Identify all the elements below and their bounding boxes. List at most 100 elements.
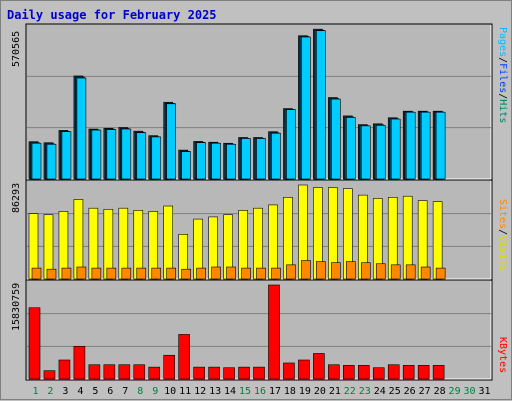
kbytes-bar	[238, 366, 250, 380]
kbytes-bar	[253, 366, 265, 380]
pages-bar	[166, 103, 177, 180]
visits-max-label: 86293	[11, 182, 22, 213]
x-tick-label: 8	[137, 386, 143, 397]
sites-bar	[181, 268, 191, 280]
kbytes-bar	[208, 366, 220, 380]
visits-bar	[432, 201, 443, 280]
x-tick-label: 10	[164, 386, 176, 397]
kbytes-bar	[328, 364, 340, 380]
pages-bar	[226, 143, 236, 180]
sites-bar	[256, 267, 266, 280]
sites-bar	[46, 268, 57, 280]
pages-bar	[375, 125, 386, 180]
pages-bar	[420, 111, 431, 180]
kbytes-bar	[118, 364, 131, 380]
legend-pages: Pages	[497, 27, 508, 58]
x-tick-label: 7	[122, 386, 128, 397]
x-tick-label: 16	[254, 386, 266, 397]
kbytes-bar	[58, 359, 71, 380]
pages-bar	[301, 36, 311, 180]
legend-hits: Hits	[497, 99, 508, 124]
pages-bar	[91, 129, 102, 180]
kbytes-bar	[73, 346, 86, 380]
x-tick-label: 29	[449, 386, 461, 397]
chart-title: Daily usage for February 2025	[7, 8, 217, 22]
sites-bar	[346, 261, 356, 280]
x-tick-label: 2	[47, 386, 53, 397]
kbytes-bar	[298, 359, 310, 380]
pages-bar	[346, 117, 356, 180]
kbytes-bar	[357, 365, 370, 380]
pages-bar	[61, 131, 72, 180]
legend-sites: Sites	[497, 199, 508, 230]
x-tick-label: 9	[152, 386, 158, 397]
sites-bar	[360, 262, 371, 280]
sites-bar	[375, 263, 386, 280]
legend-kbytes-label: KBytes	[497, 337, 508, 374]
sites-bar	[136, 267, 147, 280]
legend-hits-files-pages: Pages/Files/Hits	[497, 27, 508, 123]
x-tick-label: 17	[269, 386, 281, 397]
pages-bar	[76, 77, 87, 180]
pages-bar	[46, 143, 57, 180]
pages-bar	[405, 111, 416, 180]
pages-bar	[181, 151, 191, 180]
legend-files: Files	[497, 63, 508, 94]
sites-bar	[241, 267, 251, 280]
pages-bar	[196, 142, 206, 180]
x-tick-label: 30	[464, 386, 476, 397]
x-tick-label: 26	[404, 386, 416, 397]
pages-bar	[435, 111, 446, 180]
x-tick-label: 21	[329, 386, 341, 397]
x-tick-label: 14	[224, 386, 236, 397]
sites-bar	[286, 264, 296, 280]
sites-bar	[166, 267, 177, 280]
sites-bar	[316, 261, 326, 280]
pages-bar	[241, 138, 251, 180]
pages-bar	[360, 125, 371, 180]
kbytes-bar	[432, 365, 445, 380]
kbytes-bar	[103, 364, 116, 380]
kbytes-bar	[313, 353, 325, 380]
sites-bar	[435, 267, 446, 280]
kbytes-bar	[133, 364, 146, 380]
sites-bar	[390, 264, 401, 280]
legend-visits: Visits	[497, 235, 508, 272]
x-tick-label: 1	[32, 386, 38, 397]
x-tick-label: 6	[107, 386, 113, 397]
legend-kbytes: KBytes	[497, 337, 508, 373]
x-tick-label: 11	[179, 386, 191, 397]
x-tick-label: 4	[77, 386, 83, 397]
kbytes-bar	[387, 364, 400, 380]
sites-bar	[61, 267, 72, 280]
pages-bar	[211, 142, 221, 180]
pages-bar	[256, 138, 266, 180]
x-tick-label: 22	[344, 386, 356, 397]
sites-bar	[31, 267, 42, 280]
pages-bar	[390, 118, 401, 180]
pages-bar	[136, 132, 147, 180]
kbytes-bar	[163, 354, 176, 380]
kbytes-max-label: 15830759	[11, 282, 22, 331]
sites-bar	[211, 266, 221, 280]
kbytes-bar	[372, 367, 385, 380]
x-tick-label: 3	[62, 386, 68, 397]
pages-bar	[271, 132, 281, 180]
pages-bar	[121, 128, 132, 180]
kbytes-bar	[178, 334, 190, 380]
sites-bar	[226, 266, 236, 280]
kbytes-bar	[223, 367, 235, 380]
sites-bar	[106, 267, 117, 280]
sites-bar	[405, 264, 416, 280]
kbytes-bar	[28, 307, 41, 380]
x-tick-label: 15	[239, 386, 251, 397]
pages-bar	[286, 109, 296, 180]
sites-bar	[331, 262, 341, 280]
sites-bar	[420, 266, 431, 280]
x-tick-label: 20	[314, 386, 326, 397]
sites-bar	[301, 260, 311, 280]
sites-bar	[271, 267, 281, 280]
kbytes-bar	[268, 284, 280, 380]
x-tick-label: 24	[374, 386, 386, 397]
